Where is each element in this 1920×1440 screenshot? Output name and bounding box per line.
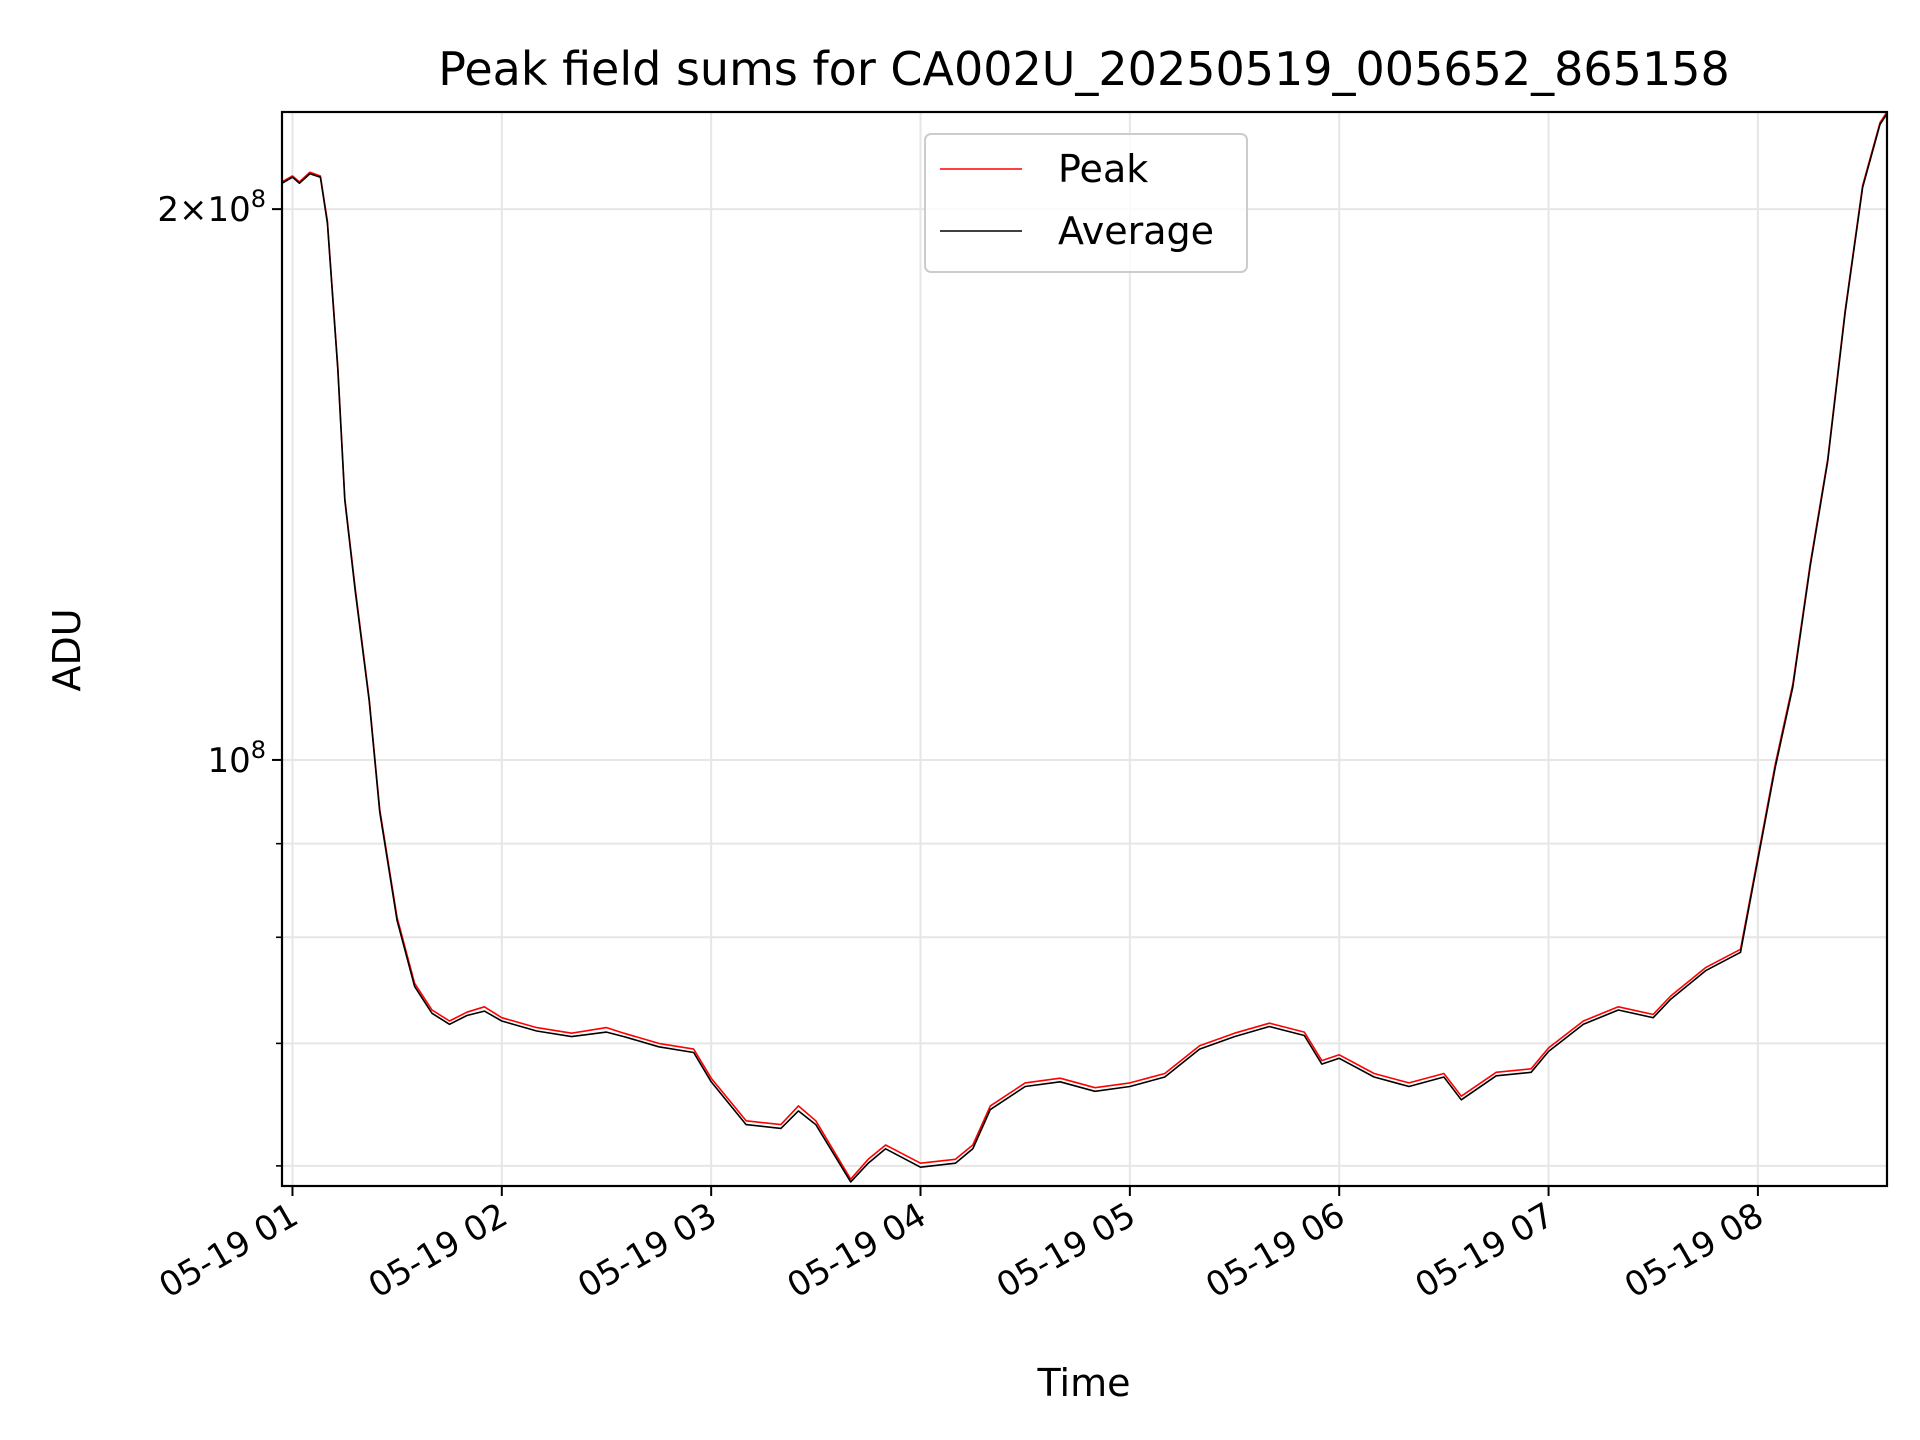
y-axis-ticks: 108 2×108 [157,185,282,1167]
plot-frame [280,110,1889,1188]
y-tick-label: 2×108 [157,185,266,230]
y-tick-label: 108 [207,736,266,781]
legend: Peak Average [924,133,1248,273]
legend-label-average: Average [1058,209,1214,253]
x-axis-label: Time [1037,1361,1131,1405]
series-line-average [281,113,1888,1183]
series-layer [281,111,1888,1183]
y-axis-label: ADU [45,608,89,691]
chart-title: Peak field sums for CA002U_20250519_0056… [438,42,1730,96]
legend-label-peak: Peak [1058,147,1148,191]
